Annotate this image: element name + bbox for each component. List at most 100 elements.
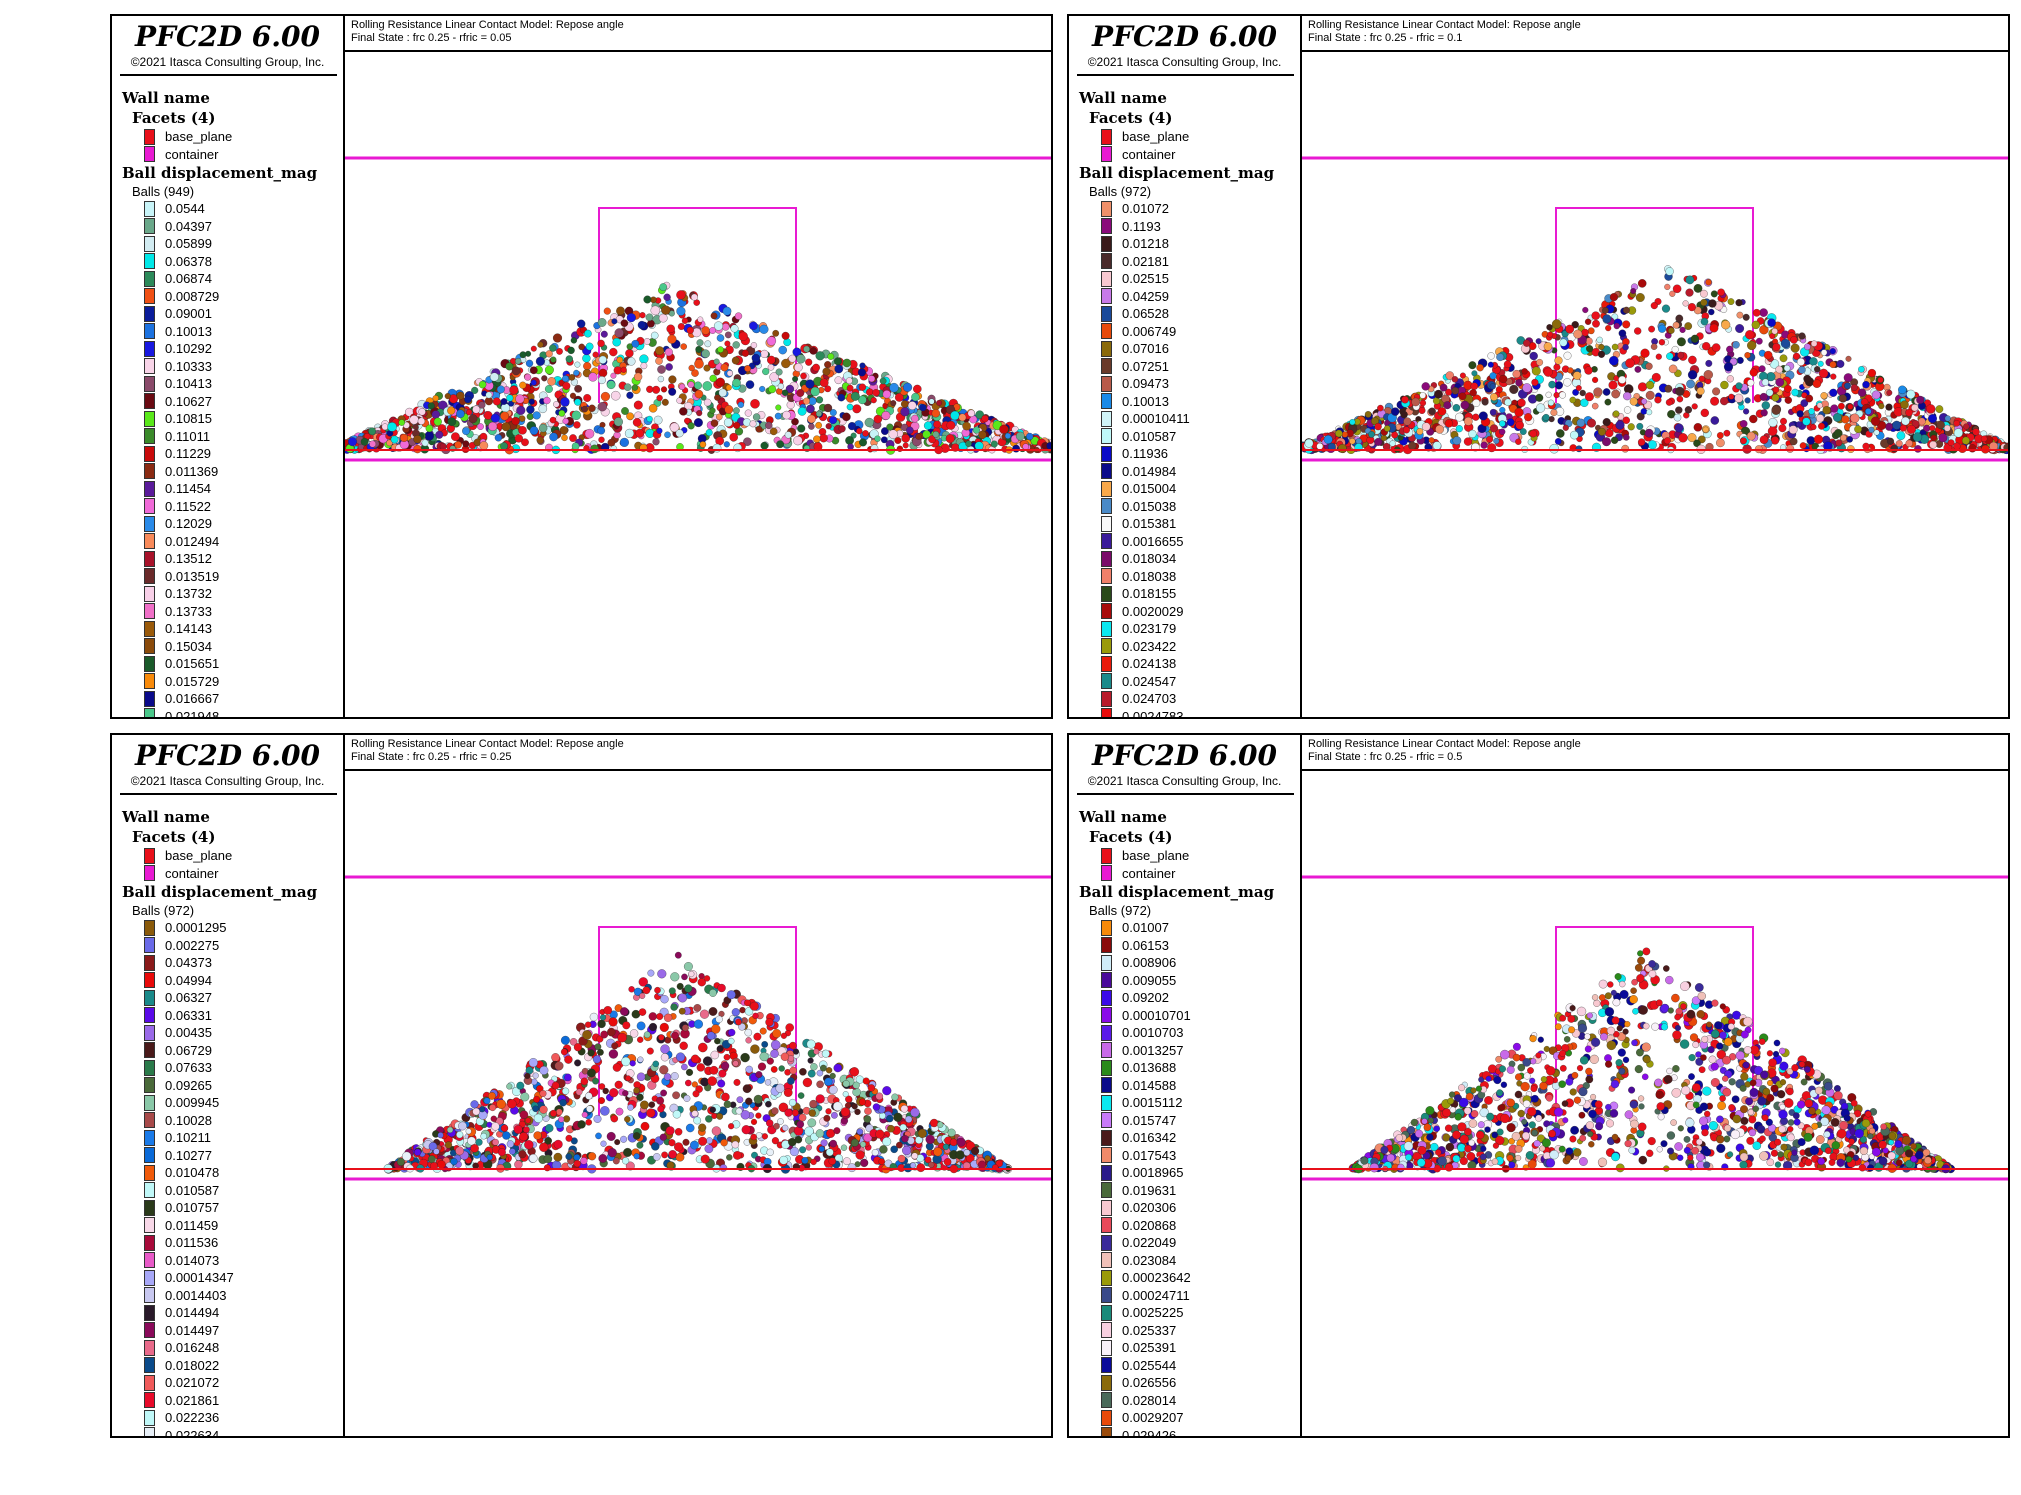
ball-particle bbox=[787, 1077, 795, 1085]
ball-particle bbox=[390, 435, 399, 444]
ball-particle bbox=[761, 1133, 768, 1140]
ball-particle bbox=[709, 327, 717, 334]
ball-particle bbox=[783, 1088, 793, 1097]
ball-particle bbox=[562, 1087, 570, 1095]
ball-particle bbox=[1930, 434, 1937, 442]
facets-heading: Facets (4) bbox=[1089, 109, 1173, 127]
ball-particle bbox=[584, 428, 595, 439]
ball-particle bbox=[1835, 439, 1843, 447]
ball-particle bbox=[1901, 416, 1910, 426]
ball-particle bbox=[661, 1151, 668, 1159]
ball-particle bbox=[559, 1099, 567, 1107]
legend-label: 0.006749 bbox=[1122, 323, 1177, 339]
ball-legend-item: 0.13732 bbox=[112, 585, 343, 603]
ball-particle bbox=[799, 1068, 807, 1076]
ball-legend-item: 0.0016655 bbox=[1069, 533, 1300, 551]
ball-particle bbox=[631, 339, 640, 348]
ball-particle bbox=[544, 1137, 552, 1145]
plot-panel: PFC2D 6.00 ©2021 Itasca Consulting Group… bbox=[110, 14, 1053, 719]
ball-particle bbox=[597, 318, 607, 327]
ball-legend-item: 0.10333 bbox=[112, 358, 343, 376]
ball-legend-item: 0.05899 bbox=[112, 235, 343, 253]
ball-particle bbox=[551, 1081, 560, 1090]
ball-particle bbox=[647, 319, 655, 328]
ball-particle bbox=[1602, 314, 1612, 324]
ball-particle bbox=[581, 405, 588, 413]
ball-particle bbox=[815, 1129, 825, 1138]
ball-particle bbox=[676, 306, 686, 316]
ball-particle bbox=[796, 389, 805, 397]
ball-particle bbox=[369, 440, 377, 448]
legend-swatch bbox=[1101, 375, 1112, 392]
ball-particle bbox=[648, 1022, 658, 1032]
ball-particle bbox=[1685, 288, 1694, 297]
ball-particle bbox=[1646, 409, 1653, 416]
ball-legend-item: 0.06729 bbox=[112, 1042, 343, 1060]
ball-particle bbox=[1783, 384, 1792, 393]
legend-swatch bbox=[1101, 146, 1112, 163]
ball-particle bbox=[684, 417, 691, 424]
ball-particle bbox=[657, 969, 667, 979]
legend-label: 0.014497 bbox=[165, 1322, 220, 1338]
ball-particle bbox=[500, 403, 510, 413]
ball-particle bbox=[805, 1144, 812, 1151]
ball-particle bbox=[437, 1132, 444, 1139]
ball-legend-item: 0.014073 bbox=[112, 1252, 343, 1270]
legend-swatch bbox=[1101, 1147, 1112, 1164]
ball-particle bbox=[1383, 425, 1391, 432]
ball-particle bbox=[1554, 438, 1562, 445]
ball-particle bbox=[875, 1129, 885, 1139]
ball-particle bbox=[1377, 404, 1384, 412]
ball-particle bbox=[1489, 383, 1496, 390]
ball-particle bbox=[743, 437, 752, 446]
wall-legend-item: base_plane bbox=[1069, 847, 1300, 865]
ball-particle bbox=[916, 1163, 926, 1173]
ball-particle bbox=[1486, 435, 1494, 443]
legend-swatch bbox=[144, 655, 155, 672]
ball-legend-item: 0.0015112 bbox=[1069, 1094, 1300, 1112]
ball-particle bbox=[810, 1063, 818, 1071]
ball-particle bbox=[685, 1068, 694, 1076]
ball-particle bbox=[648, 1101, 656, 1108]
ball-particle bbox=[862, 430, 869, 437]
ball-particle bbox=[636, 1093, 644, 1101]
ball-particle bbox=[860, 1158, 869, 1167]
ball-particle bbox=[821, 1049, 830, 1058]
ball-legend-item: 0.06331 bbox=[112, 1007, 343, 1025]
legend-label: 0.008729 bbox=[165, 288, 220, 304]
ball-particle bbox=[381, 423, 389, 431]
ball-particle bbox=[732, 341, 740, 349]
legend-label: 0.10333 bbox=[165, 358, 212, 374]
ball-particle bbox=[778, 1102, 789, 1113]
ball-particle bbox=[1478, 411, 1488, 421]
ball-particle bbox=[657, 365, 666, 374]
legend-label: 0.04994 bbox=[165, 972, 212, 988]
ball-particle bbox=[428, 1142, 438, 1151]
ball-particle bbox=[755, 1071, 763, 1079]
ball-particle bbox=[721, 323, 730, 331]
ball-particle bbox=[1634, 366, 1642, 373]
legend-label: 0.06528 bbox=[1122, 306, 1169, 322]
legend-label: 0.13732 bbox=[165, 586, 212, 602]
ball-particle bbox=[716, 1045, 724, 1053]
ball-particle bbox=[718, 388, 727, 397]
ball-particle bbox=[797, 406, 807, 416]
ball-particle bbox=[1647, 440, 1657, 450]
ball-particle bbox=[1838, 394, 1847, 403]
ball-particle bbox=[648, 404, 658, 413]
ball-particle bbox=[565, 1134, 573, 1142]
ball-particle bbox=[1554, 356, 1563, 365]
ball-legend-item: 0.009945 bbox=[112, 1094, 343, 1112]
ball-particle bbox=[1780, 338, 1791, 349]
ball-particle bbox=[724, 340, 731, 347]
ball-assembly bbox=[345, 281, 1051, 455]
ball-particle bbox=[1535, 338, 1542, 345]
ball-particle bbox=[599, 1014, 607, 1021]
ball-particle bbox=[565, 355, 573, 363]
ball-particle bbox=[1687, 370, 1698, 380]
plot-header: Rolling Resistance Linear Contact Model:… bbox=[1302, 735, 2008, 771]
legend-swatch bbox=[144, 393, 155, 410]
ball-particle bbox=[1316, 442, 1324, 450]
ball-particle bbox=[663, 293, 671, 301]
legend-label: 0.06331 bbox=[165, 1007, 212, 1023]
